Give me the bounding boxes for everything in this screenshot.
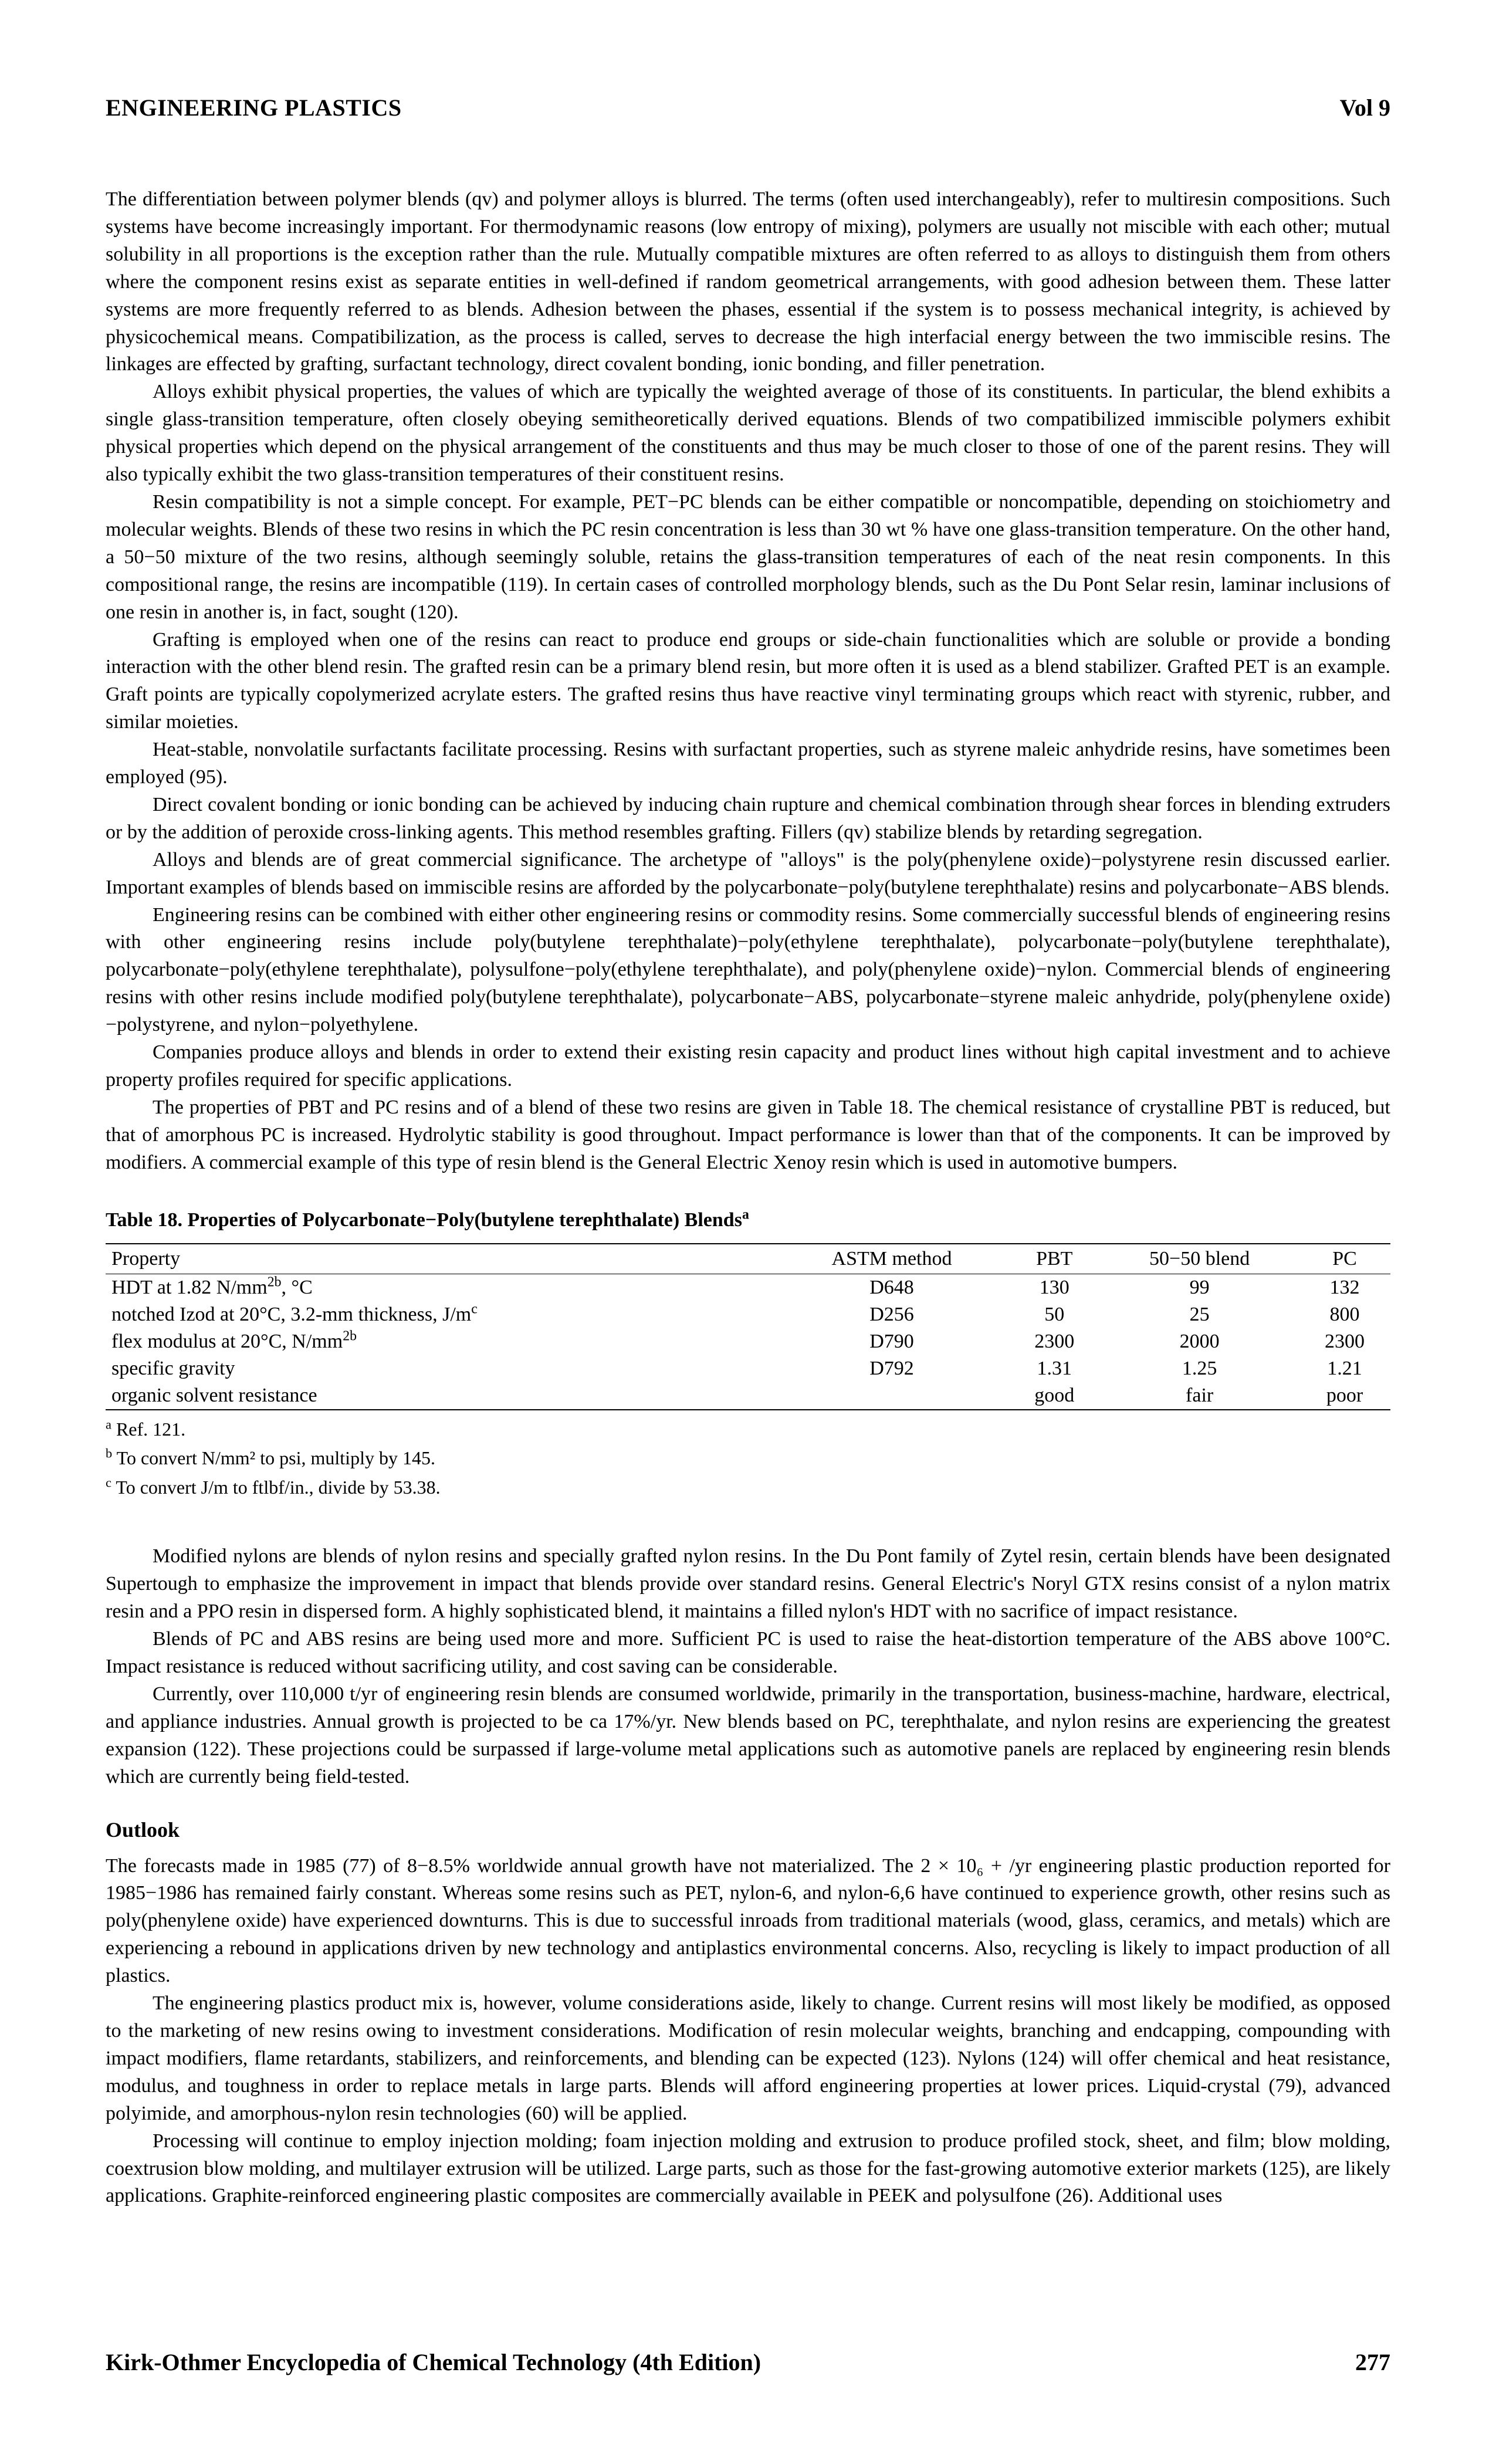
paragraph: Direct covalent bonding or ionic bonding… (106, 791, 1390, 847)
table-cell: specific gravity (106, 1355, 775, 1382)
paragraph: The properties of PBT and PC resins and … (106, 1094, 1390, 1177)
table-18-title: Table 18. Properties of Polycarbonate−Po… (106, 1209, 1390, 1231)
paragraph: Grafting is employed when one of the res… (106, 627, 1390, 737)
table-cell: fair (1100, 1382, 1299, 1410)
paragraph: The differentiation between polymer blen… (106, 186, 1390, 378)
table-row: notched Izod at 20°C, 3.2-mm thickness, … (106, 1301, 1390, 1328)
paragraph: Alloys and blends are of great commercia… (106, 847, 1390, 902)
table-cell: organic solvent resistance (106, 1382, 775, 1410)
table-row: flex modulus at 20°C, N/mm2bD79023002000… (106, 1328, 1390, 1355)
table-cell: 130 (1008, 1274, 1100, 1301)
table-cell: 800 (1299, 1301, 1390, 1328)
paragraph: Alloys exhibit physical properties, the … (106, 378, 1390, 489)
table-cell: 132 (1299, 1274, 1390, 1301)
paragraph: Blends of PC and ABS resins are being us… (106, 1626, 1390, 1681)
table-cell: 2300 (1008, 1328, 1100, 1355)
table-cell: 99 (1100, 1274, 1299, 1301)
footnote: b To convert N/mm² to psi, multiply by 1… (106, 1444, 1390, 1473)
paragraph: Resin compatibility is not a simple conc… (106, 489, 1390, 627)
table-row: specific gravityD7921.311.251.21 (106, 1355, 1390, 1382)
footnote: a Ref. 121. (106, 1415, 1390, 1444)
table-footnotes: a Ref. 121.b To convert N/mm² to psi, mu… (106, 1415, 1390, 1502)
table-cell: 1.21 (1299, 1355, 1390, 1382)
table-cell: 2000 (1100, 1328, 1299, 1355)
table-cell: flex modulus at 20°C, N/mm2b (106, 1328, 775, 1355)
running-header: ENGINEERING PLASTICS Vol 9 (106, 94, 1390, 121)
paragraph: Engineering resins can be combined with … (106, 902, 1390, 1040)
page: ENGINEERING PLASTICS Vol 9 The different… (0, 0, 1496, 2464)
table-cell: 25 (1100, 1301, 1299, 1328)
body-block-2: Modified nylons are blends of nylon resi… (106, 1543, 1390, 1791)
footer-source: Kirk-Othmer Encyclopedia of Chemical Tec… (106, 2348, 761, 2376)
table-cell: notched Izod at 20°C, 3.2-mm thickness, … (106, 1301, 775, 1328)
table-row: organic solvent resistance goodfairpoor (106, 1382, 1390, 1410)
table-header-cell: 50−50 blend (1100, 1244, 1299, 1274)
body-block-1: The differentiation between polymer blen… (106, 186, 1390, 1177)
paragraph: Currently, over 110,000 t/yr of engineer… (106, 1681, 1390, 1791)
table-header-cell: PBT (1008, 1244, 1100, 1274)
table-cell: 1.31 (1008, 1355, 1100, 1382)
table-cell: 1.25 (1100, 1355, 1299, 1382)
table-header-cell: ASTM method (775, 1244, 1009, 1274)
table-cell: good (1008, 1382, 1100, 1410)
table-title-text: Table 18. Properties of Polycarbonate−Po… (106, 1209, 742, 1231)
table-header-cell: Property (106, 1244, 775, 1274)
table-cell: 50 (1008, 1301, 1100, 1328)
paragraph: Modified nylons are blends of nylon resi… (106, 1543, 1390, 1626)
section-heading-outlook: Outlook (106, 1817, 1390, 1842)
table-18: PropertyASTM methodPBT50−50 blendPC HDT … (106, 1243, 1390, 1410)
table-body: HDT at 1.82 N/mm2b, °CD64813099132notche… (106, 1274, 1390, 1410)
table-row: HDT at 1.82 N/mm2b, °CD64813099132 (106, 1274, 1390, 1301)
header-volume: Vol 9 (1340, 94, 1390, 121)
running-footer: Kirk-Othmer Encyclopedia of Chemical Tec… (106, 2348, 1390, 2376)
footer-page-number: 277 (1355, 2348, 1390, 2376)
table-cell: HDT at 1.82 N/mm2b, °C (106, 1274, 775, 1301)
footnote: c To convert J/m to ftlbf/in., divide by… (106, 1473, 1390, 1502)
table-title-sup: a (742, 1207, 749, 1222)
table-cell: D792 (775, 1355, 1009, 1382)
table-cell: D648 (775, 1274, 1009, 1301)
table-header-row: PropertyASTM methodPBT50−50 blendPC (106, 1244, 1390, 1274)
body-block-3: The forecasts made in 1985 (77) of 8−8.5… (106, 1853, 1390, 2211)
paragraph: Companies produce alloys and blends in o… (106, 1039, 1390, 1094)
paragraph: Heat-stable, nonvolatile surfactants fac… (106, 736, 1390, 791)
paragraph: Processing will continue to employ injec… (106, 2128, 1390, 2211)
table-cell: D256 (775, 1301, 1009, 1328)
table-cell (775, 1382, 1009, 1410)
paragraph: The engineering plastics product mix is,… (106, 1990, 1390, 2128)
table-cell: 2300 (1299, 1328, 1390, 1355)
header-title: ENGINEERING PLASTICS (106, 94, 402, 121)
table-cell: poor (1299, 1382, 1390, 1410)
paragraph: The forecasts made in 1985 (77) of 8−8.5… (106, 1853, 1390, 1991)
table-header-cell: PC (1299, 1244, 1390, 1274)
table-cell: D790 (775, 1328, 1009, 1355)
